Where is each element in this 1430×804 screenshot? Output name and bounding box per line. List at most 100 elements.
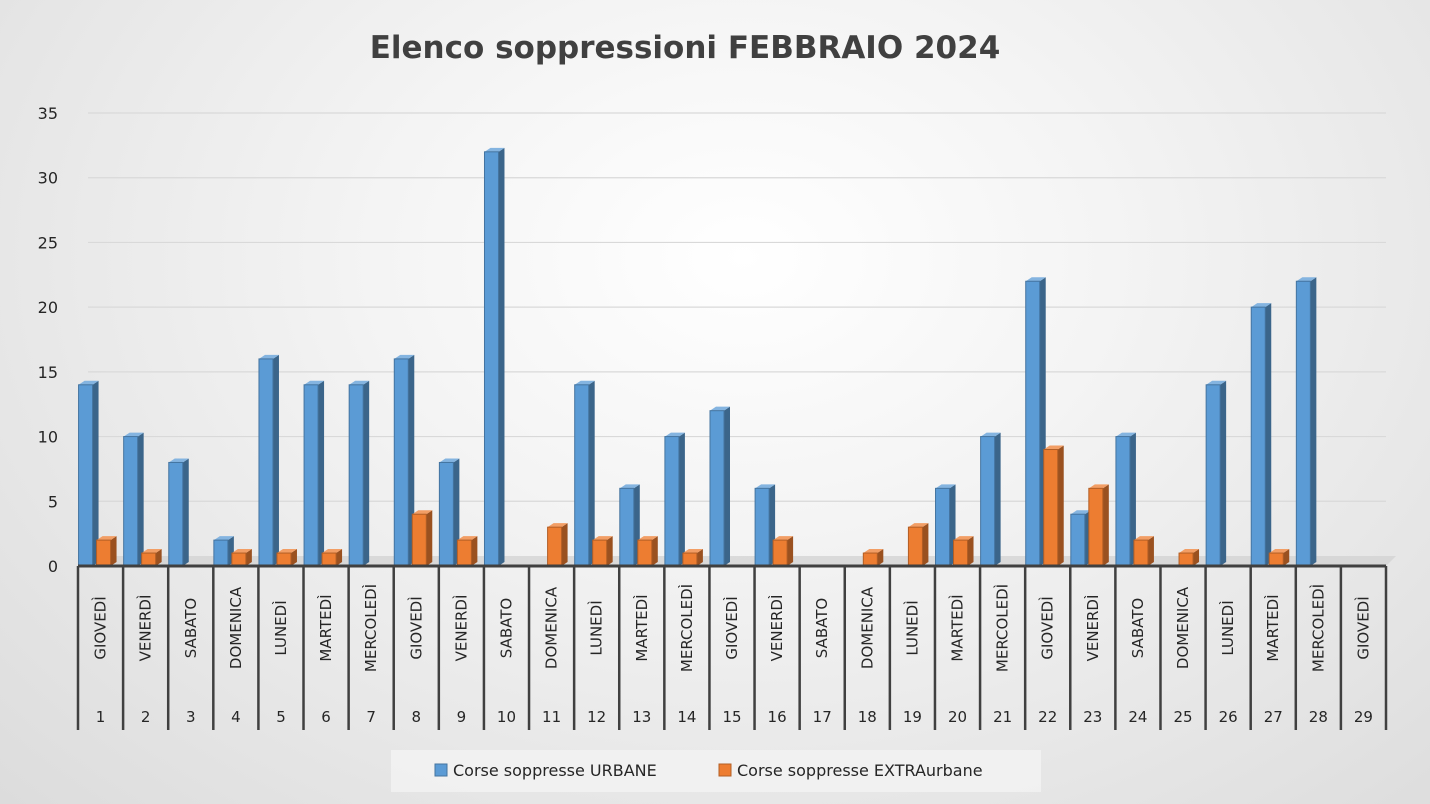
bar-front [213,539,229,567]
bar-extraurbane [276,549,297,567]
bar-top [619,484,640,489]
x-day-label: 19 [903,708,922,726]
bar-top [1088,484,1109,489]
bar-front [980,436,996,567]
bar-urbane [303,380,325,567]
bar-side [696,549,703,566]
bar-side [92,380,99,566]
bar-side [1147,536,1154,566]
bar-front [231,552,247,567]
bar-top [664,432,685,437]
bar-top [1025,277,1046,282]
bar-side [336,549,343,566]
bar-extraurbane [682,549,703,567]
bar-side [272,354,279,566]
bar-side [1057,445,1064,566]
x-day-label: 1 [96,708,106,726]
x-weekday-label: GIOVEDÌ [722,596,741,659]
x-weekday-label: SABATO [813,598,831,658]
x-weekday-label: MERCOLEDÌ [1308,584,1327,672]
x-day-label: 9 [457,708,467,726]
bars [78,147,1317,567]
bar-side [137,432,144,566]
x-day-label: 25 [1173,708,1192,726]
x-day-label: 13 [632,708,651,726]
bar-side [651,536,658,566]
bar-side [408,354,415,566]
legend-box [391,750,1041,792]
x-weekday-label: MARTEDÌ [1263,594,1282,661]
bar-top [1179,549,1200,554]
bar-top [637,536,658,541]
bar-side [994,432,1001,566]
x-day-label: 5 [276,708,286,726]
x-weekday-label: MERCOLEDÌ [361,584,380,672]
x-weekday-label: LUNEDÌ [271,600,290,655]
bar-front [754,487,770,567]
bar-side [922,523,929,566]
bar-front [709,410,725,567]
bar-top [168,458,189,463]
bar-front [348,384,364,567]
bar-urbane [1070,510,1091,567]
bar-urbane [754,484,776,567]
x-day-label: 6 [321,708,331,726]
bar-urbane [123,432,144,567]
bar-extraurbane [953,536,974,567]
x-day-label: 16 [768,708,787,726]
bar-front [1250,306,1266,567]
bar-top [412,510,433,515]
bar-side [498,147,505,567]
bar-urbane [1205,380,1227,567]
y-tick-label: 20 [38,298,58,317]
bar-top [1133,536,1154,541]
bar-top [213,536,234,541]
bar-top [980,432,1001,437]
bar-top [349,380,370,385]
bar-top [457,536,478,541]
chart-title: Elenco soppressioni FEBBRAIO 2024 [370,30,1001,66]
y-tick-label: 15 [38,363,58,382]
bar-side [561,523,568,566]
bar-urbane [619,484,640,567]
x-day-label: 7 [366,708,376,726]
bar-side [155,549,162,566]
bar-front [141,552,157,567]
bar-top [953,536,974,541]
x-day-label: 12 [587,708,606,726]
bar-urbane [664,432,685,567]
bar-extraurbane [96,536,117,567]
bar-urbane [213,536,234,567]
bar-side [1265,303,1272,566]
bar-side [110,536,117,566]
x-weekday-label: GIOVEDÌ [91,596,110,659]
y-tick-label: 0 [48,557,58,576]
x-axis: GIOVEDÌ 1 VENERDÌ 2 SABATO 3 DOMENICA 4 LUNEDÌ 5 M… [76,564,1388,730]
x-day-label: 2 [141,708,151,726]
bar-front [1178,552,1194,567]
bar-front [258,358,274,567]
bar-side [724,406,730,566]
bar-side [363,380,370,566]
bar-urbane [1250,303,1272,567]
x-day-label: 26 [1219,708,1238,726]
bar-extraurbane [231,549,252,567]
bar-front [592,539,608,567]
bar-urbane [980,432,1001,567]
x-day-label: 8 [412,708,422,726]
bar-front [935,487,951,567]
x-weekday-label: GIOVEDÌ [1353,596,1372,659]
bar-front [96,539,112,567]
bar-front [1025,280,1041,567]
bar-extraurbane [1268,549,1290,567]
bar-front [303,384,319,567]
y-tick-label: 35 [38,104,58,123]
bar-extraurbane [547,523,568,567]
bar-front [547,526,563,567]
x-day-label: 22 [1038,708,1057,726]
bar-front [637,539,653,567]
x-weekday-label: SABATO [497,598,515,658]
y-tick-label: 5 [48,492,58,511]
y-axis: 0 5 10 15 20 25 30 35 [38,104,58,576]
legend-label: Corse soppresse URBANE [453,761,657,780]
